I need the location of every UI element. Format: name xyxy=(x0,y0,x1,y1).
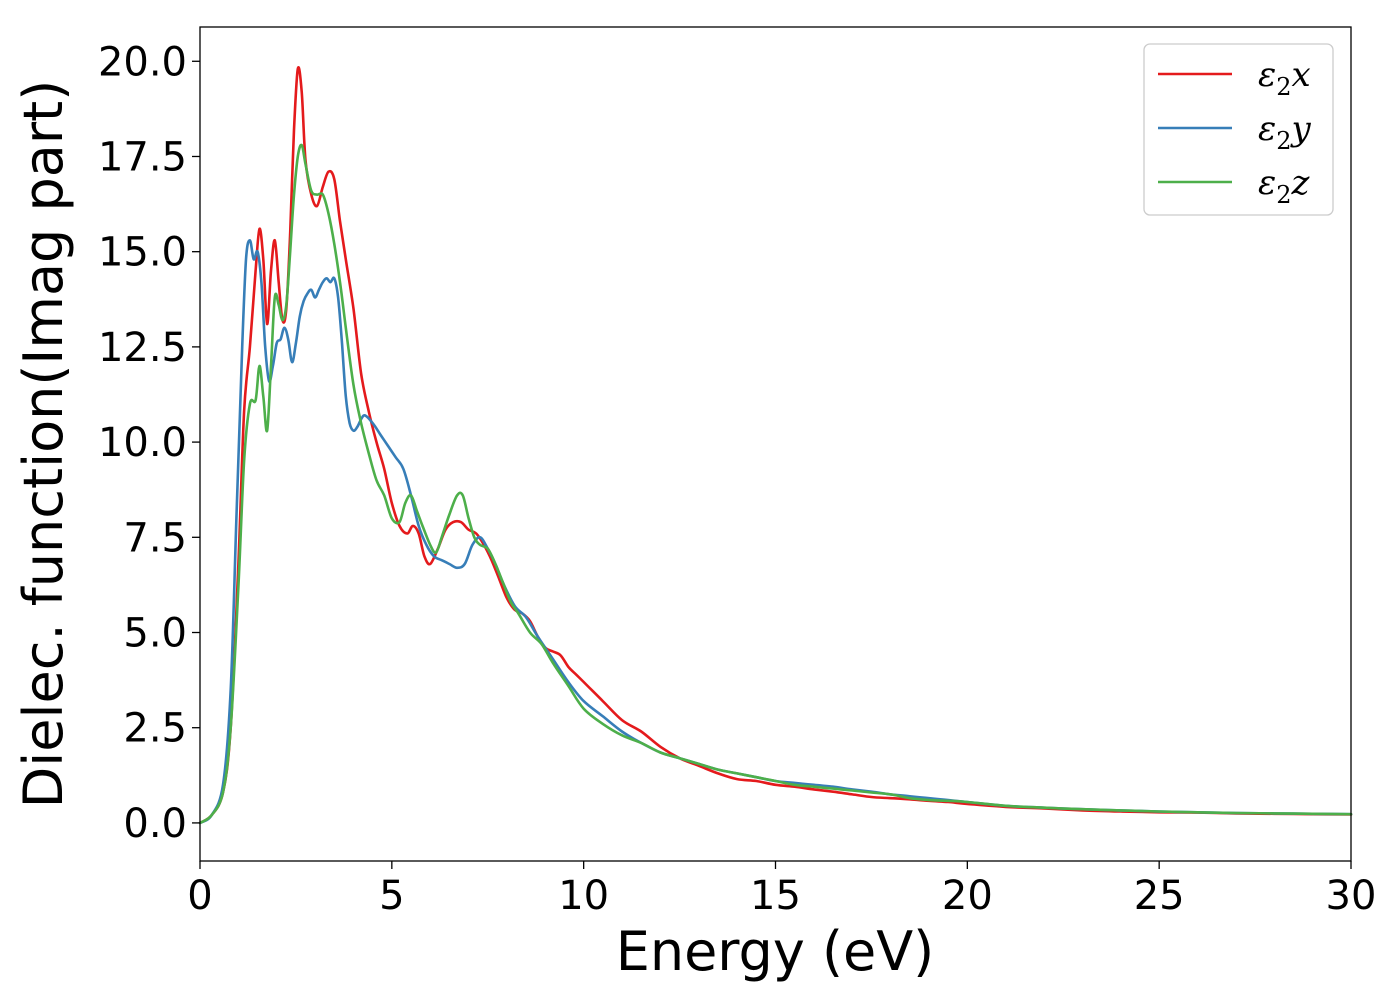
x-tick-label: 30 xyxy=(1326,873,1377,919)
y-tick-label: 12.5 xyxy=(98,325,187,371)
y-tick-label: 0.0 xyxy=(123,801,187,847)
x-tick-label: 0 xyxy=(187,873,212,919)
x-axis-ticks: 0 5 10 15 20 25 30 xyxy=(187,861,1376,919)
y-tick-label: 17.5 xyxy=(98,134,187,180)
x-tick-label: 20 xyxy=(942,873,993,919)
y-axis-ticks: 0.0 2.5 5.0 7.5 10.0 12.5 15.0 17.5 20.0 xyxy=(98,39,200,847)
y-tick-label: 10.0 xyxy=(98,420,187,466)
series-line-y xyxy=(198,239,1353,825)
x-tick-label: 10 xyxy=(558,873,609,919)
legend-frame xyxy=(1143,43,1334,216)
y-tick-label: 15.0 xyxy=(98,230,187,276)
series-line-z xyxy=(198,143,1353,825)
legend-label-x: ε2x xyxy=(1258,55,1311,101)
series-layer xyxy=(198,66,1353,825)
y-tick-label: 5.0 xyxy=(123,611,187,657)
y-tick-label: 7.5 xyxy=(123,515,187,561)
x-tick-label: 15 xyxy=(750,873,801,919)
legend: ε2x ε2y ε2z xyxy=(1143,43,1334,216)
legend-label-y: ε2y xyxy=(1258,109,1312,155)
x-tick-label: 5 xyxy=(379,873,404,919)
y-tick-label: 2.5 xyxy=(123,706,187,752)
y-axis-label: Dielec. function(Imag part) xyxy=(12,80,75,809)
y-tick-label: 20.0 xyxy=(98,39,187,85)
legend-label-z: ε2z xyxy=(1258,163,1311,209)
x-axis-label: Energy (eV) xyxy=(616,920,935,983)
x-tick-label: 25 xyxy=(1134,873,1185,919)
